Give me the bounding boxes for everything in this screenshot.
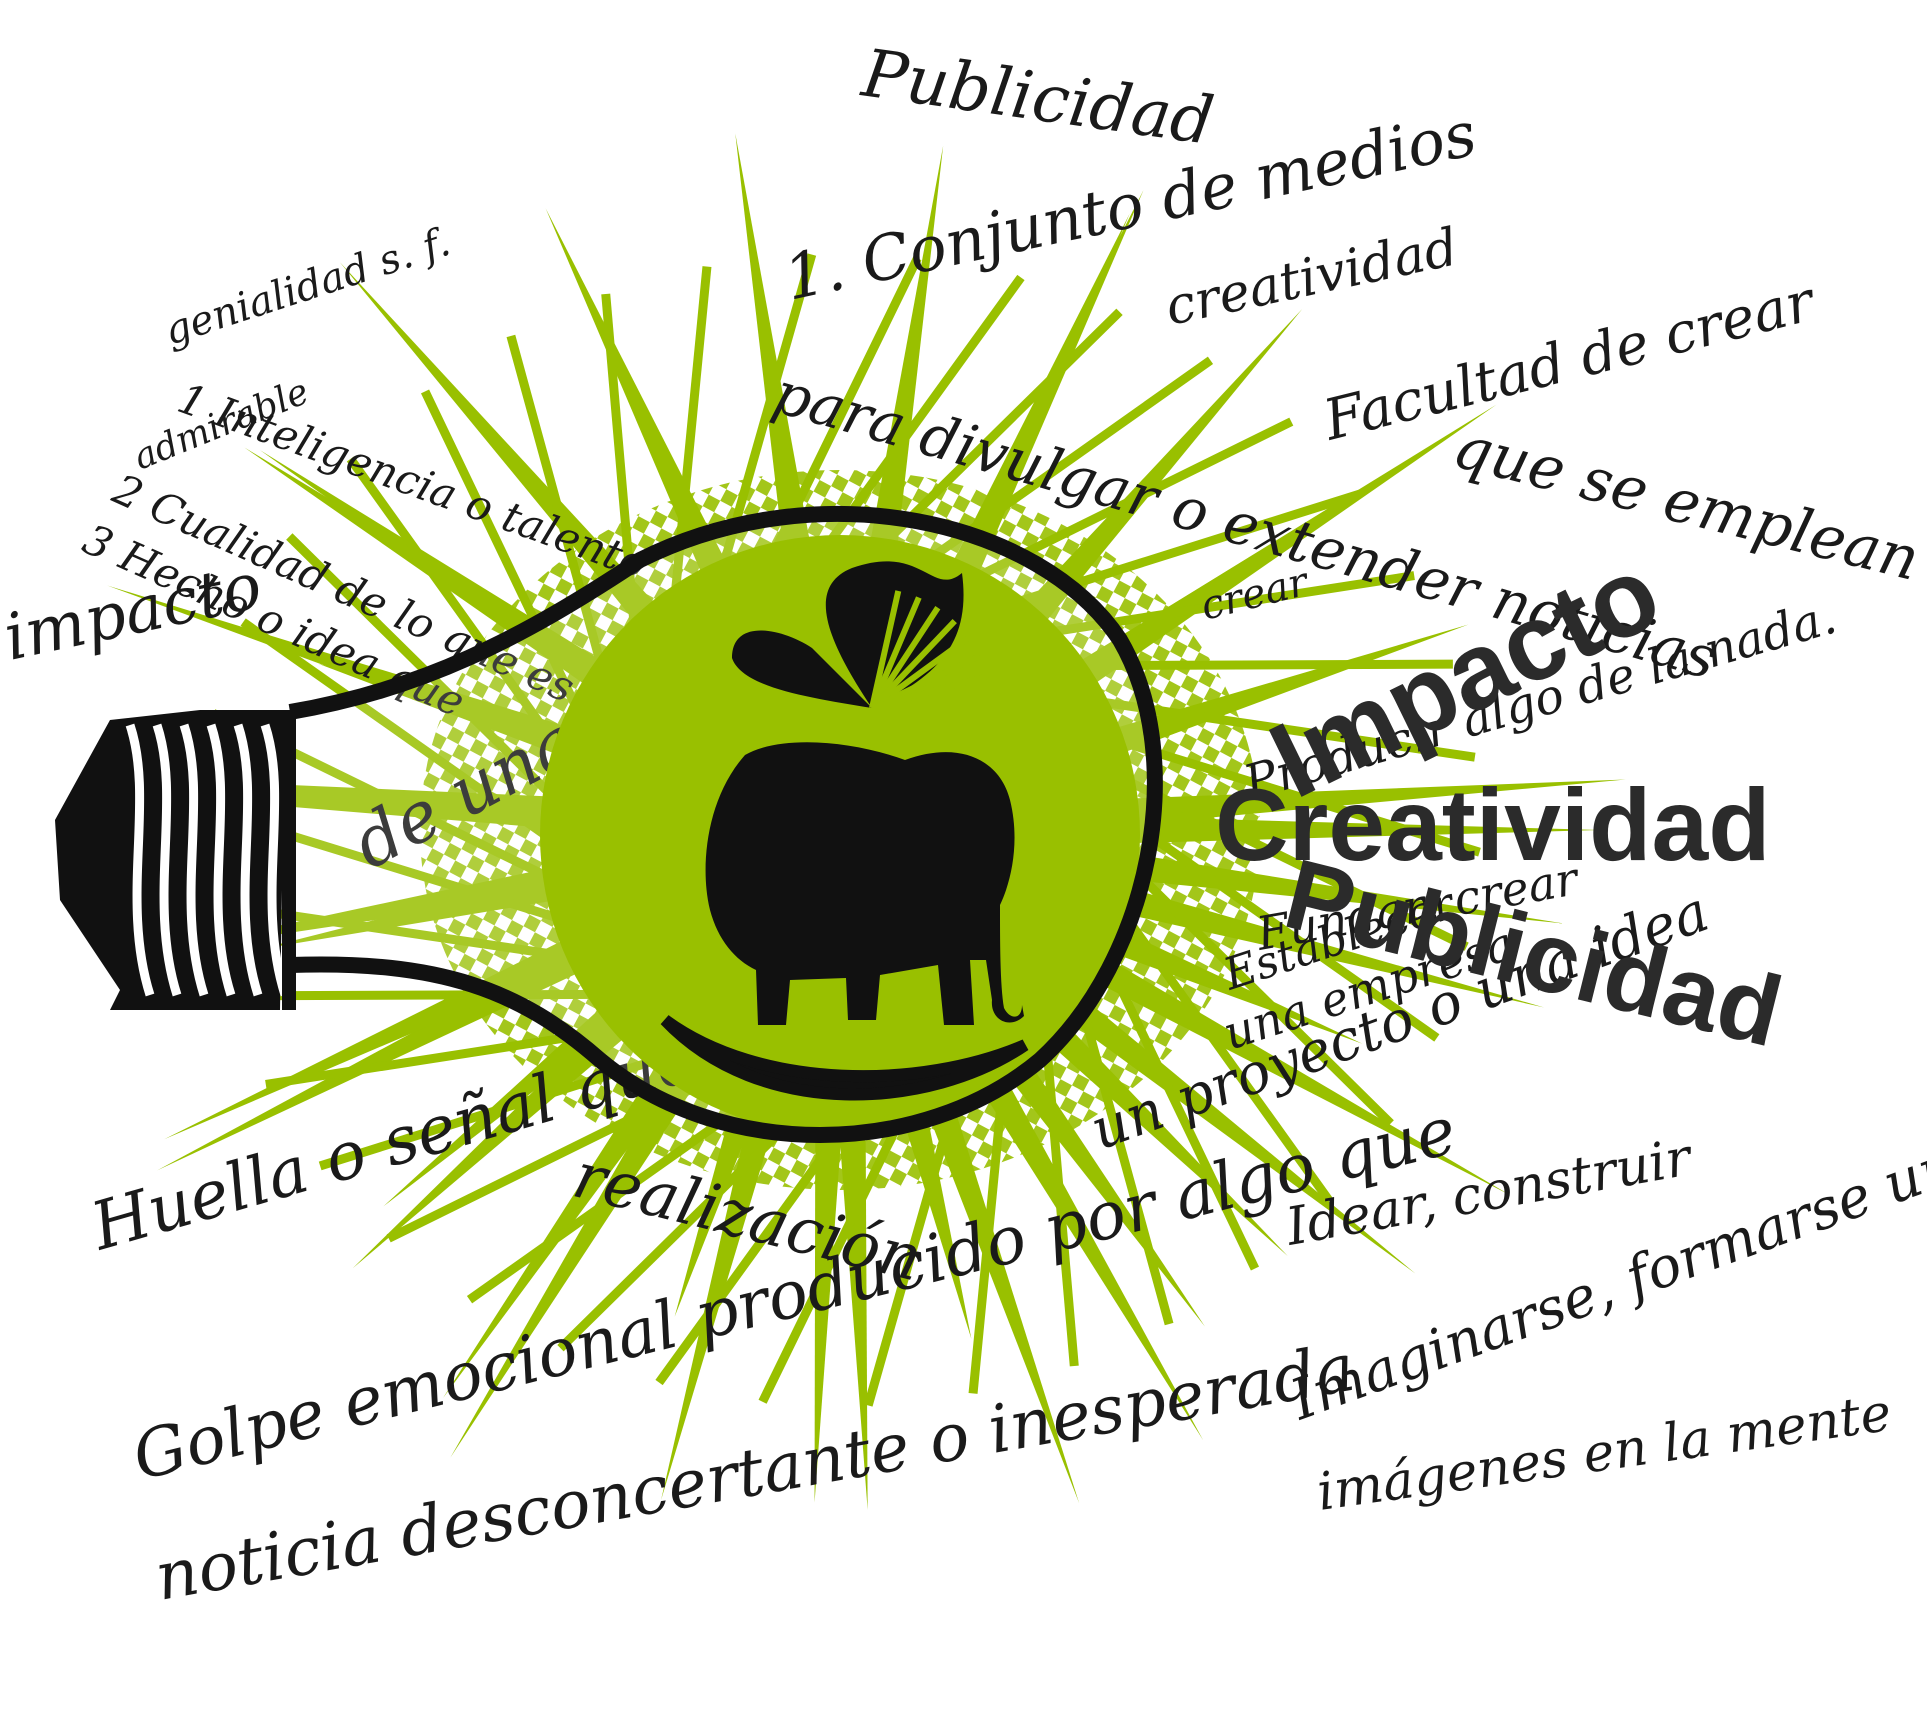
note-facultad: Facultad de crear: [1317, 268, 1823, 453]
bulb-base: [55, 710, 296, 1010]
wordmark-creatividad: Creatividad: [1215, 768, 1771, 882]
bulb-smile: [660, 1015, 1029, 1101]
note-imagenes: imágenes en la mente: [1313, 1383, 1894, 1523]
note-creatividad-title: creatividad: [1160, 217, 1463, 337]
note-publicidad-title: Publicidad: [857, 34, 1219, 160]
note-genialidad: genialidad s. f.: [159, 219, 456, 355]
elephant-icon: [705, 742, 1024, 1025]
butterfly-icon: [732, 561, 989, 711]
